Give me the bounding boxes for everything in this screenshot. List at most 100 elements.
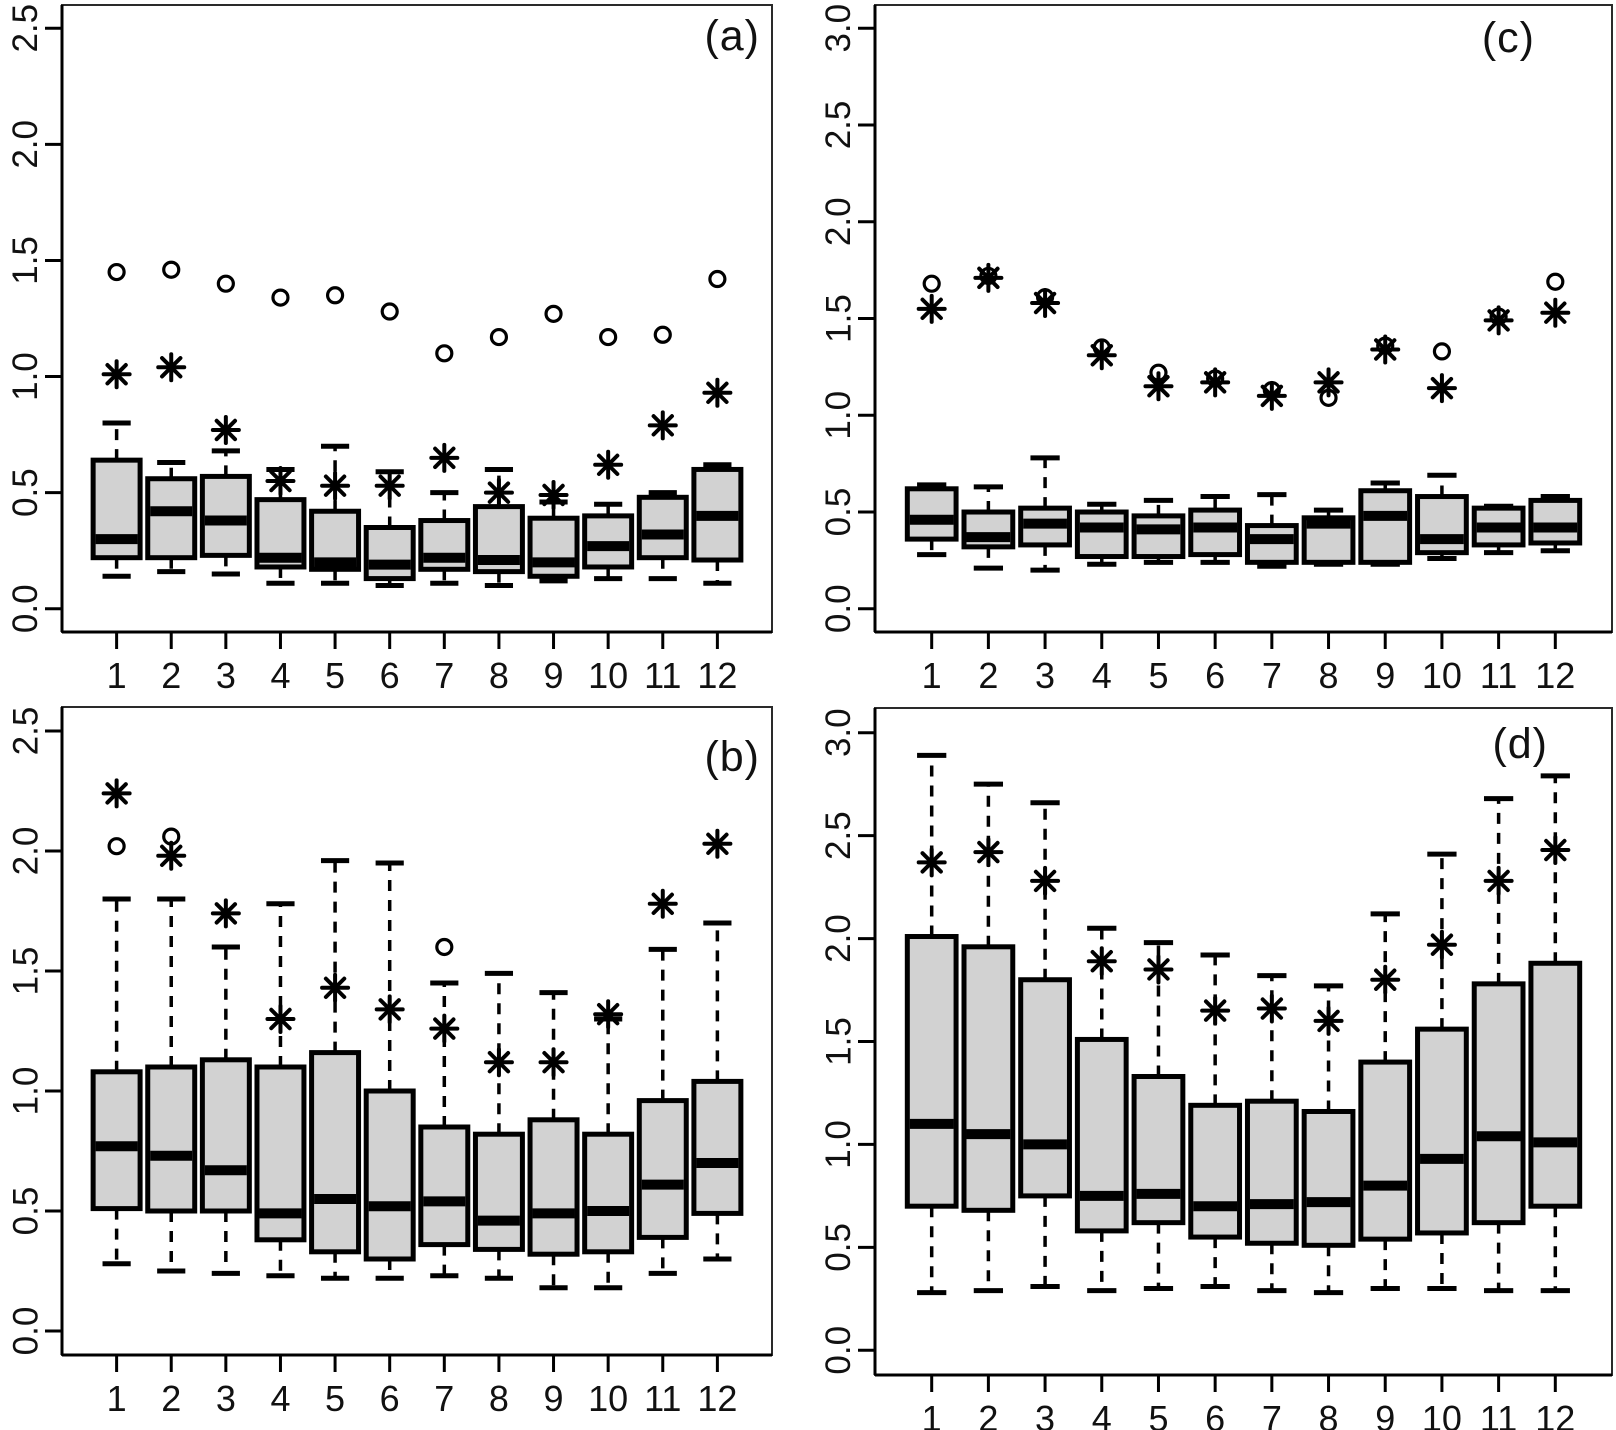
y-tick-label: 1.0 xyxy=(819,1120,858,1169)
y-tick-label: 2.5 xyxy=(819,101,858,150)
x-tick-label: 1 xyxy=(922,655,942,696)
circle-point xyxy=(1262,381,1281,400)
asterisk-point xyxy=(1540,297,1571,328)
box xyxy=(582,1131,635,1255)
x-tick-label: 8 xyxy=(489,1378,509,1419)
x-tick-label: 4 xyxy=(270,655,290,696)
box xyxy=(145,1064,198,1214)
x-tick-label: 9 xyxy=(544,655,564,696)
x-tick-label: 5 xyxy=(1148,1398,1168,1430)
asterisk-point xyxy=(210,414,241,445)
circle-point xyxy=(435,937,454,957)
boxplot-month-4 xyxy=(1074,338,1129,567)
x-tick-label: 4 xyxy=(1092,1398,1112,1430)
circle-point xyxy=(162,260,181,279)
boxplot-month-2 xyxy=(145,260,198,575)
box xyxy=(1528,960,1583,1209)
y-tick-label: 2.5 xyxy=(819,811,858,860)
box xyxy=(1358,488,1413,565)
y-tick-label: 0.5 xyxy=(6,468,45,517)
boxplot-month-9 xyxy=(1358,911,1413,1292)
asterisk-point xyxy=(1086,946,1117,977)
x-tick-label: 12 xyxy=(697,1378,737,1419)
x-tick-label: 3 xyxy=(1035,655,1055,696)
circle-point xyxy=(380,302,399,321)
box xyxy=(904,934,959,1209)
asterisk-point xyxy=(320,470,351,501)
x-tick-label: 7 xyxy=(434,1378,454,1419)
y-tick-label: 1.5 xyxy=(819,1017,858,1066)
y-axis-b: 0.0 0.5 1.0 1.5 2.0 2.5 xyxy=(6,707,62,1356)
boxplot-month-9 xyxy=(1358,334,1413,567)
y-axis-d: 0.0 0.5 1.0 1.5 2.0 2.5 3.0 xyxy=(819,708,875,1375)
circle-point xyxy=(1206,369,1225,388)
y-tick-label: 1.0 xyxy=(6,352,45,401)
box xyxy=(1018,977,1072,1199)
x-tick-label: 7 xyxy=(434,655,454,696)
x-tick-label: 2 xyxy=(978,1398,998,1430)
y-tick-label: 0.0 xyxy=(6,1307,45,1356)
x-tick-label: 6 xyxy=(1205,655,1225,696)
x-tick-label: 4 xyxy=(270,1378,290,1419)
asterisk-point xyxy=(916,847,947,878)
circle-point xyxy=(708,269,727,289)
x-axis-a: 1 2 3 4 5 6 7 8 9 10 11 12 xyxy=(107,632,737,696)
circle-point xyxy=(1546,272,1565,291)
asterisk-point xyxy=(1370,964,1401,995)
circle-point xyxy=(1149,363,1168,382)
asterisk-point xyxy=(1426,373,1457,404)
plot-border-b xyxy=(61,706,773,1356)
x-tick-label: 2 xyxy=(161,1378,181,1419)
boxplot-month-4 xyxy=(254,288,307,586)
boxplot-month-9 xyxy=(527,304,580,584)
y-tick-label: 2.0 xyxy=(819,914,858,963)
boxplot-month-6 xyxy=(363,302,416,589)
box xyxy=(904,486,959,542)
circle-point xyxy=(599,327,618,347)
asterisk-point xyxy=(593,999,624,1030)
panel-c-chart: 0.00.51.01.52.02.53.01 2 3 4 5 6 7 8 9 10 11 12 xyxy=(819,4,1613,696)
boxplot-month-7 xyxy=(418,937,471,1279)
x-tick-label: 9 xyxy=(1375,655,1395,696)
asterisk-point xyxy=(483,477,514,508)
y-tick-label: 1.0 xyxy=(6,1067,45,1116)
boxplot-month-3 xyxy=(199,898,252,1276)
x-tick-label: 5 xyxy=(325,655,345,696)
x-tick-label: 8 xyxy=(1319,1398,1339,1430)
y-tick-label: 2.0 xyxy=(6,827,45,876)
boxplot-month-5 xyxy=(309,858,362,1281)
y-axis-a: 0.0 0.5 1.0 1.5 2.0 2.5 xyxy=(6,4,62,633)
boxplot-month-8 xyxy=(472,970,525,1281)
y-tick-label: 0.5 xyxy=(6,1187,45,1236)
asterisk-point xyxy=(265,466,296,497)
asterisk-point xyxy=(1370,334,1401,365)
x-tick-label: 2 xyxy=(161,655,181,696)
circle-point xyxy=(325,286,345,305)
x-tick-label: 3 xyxy=(216,1378,236,1419)
circle-point xyxy=(1319,388,1338,407)
boxplot-month-3 xyxy=(1018,288,1072,573)
y-tick-label: 1.5 xyxy=(6,947,45,996)
boxplot-month-10 xyxy=(582,999,635,1291)
box xyxy=(199,1057,252,1214)
x-tick-label: 5 xyxy=(325,1378,345,1419)
x-tick-label: 2 xyxy=(978,655,998,696)
boxplot-month-9 xyxy=(527,990,580,1291)
y-tick-label: 0.0 xyxy=(819,584,858,633)
circle-point xyxy=(435,344,454,363)
asterisk-point xyxy=(1200,995,1231,1026)
asterisk-point xyxy=(1143,954,1174,985)
x-tick-label: 11 xyxy=(1480,1398,1517,1430)
x-tick-label: 7 xyxy=(1262,1398,1282,1430)
boxplot-month-6 xyxy=(1188,952,1243,1289)
asterisk-point xyxy=(483,1047,514,1078)
asterisk-point xyxy=(1426,929,1457,960)
asterisk-point xyxy=(210,898,241,929)
boxplot-month-7 xyxy=(1244,380,1299,569)
boxplot-month-5 xyxy=(1131,363,1186,565)
circle-point xyxy=(107,837,126,856)
asterisk-point xyxy=(1313,1005,1344,1036)
boxplot-month-10 xyxy=(582,327,635,582)
asterisk-point xyxy=(1483,305,1514,336)
